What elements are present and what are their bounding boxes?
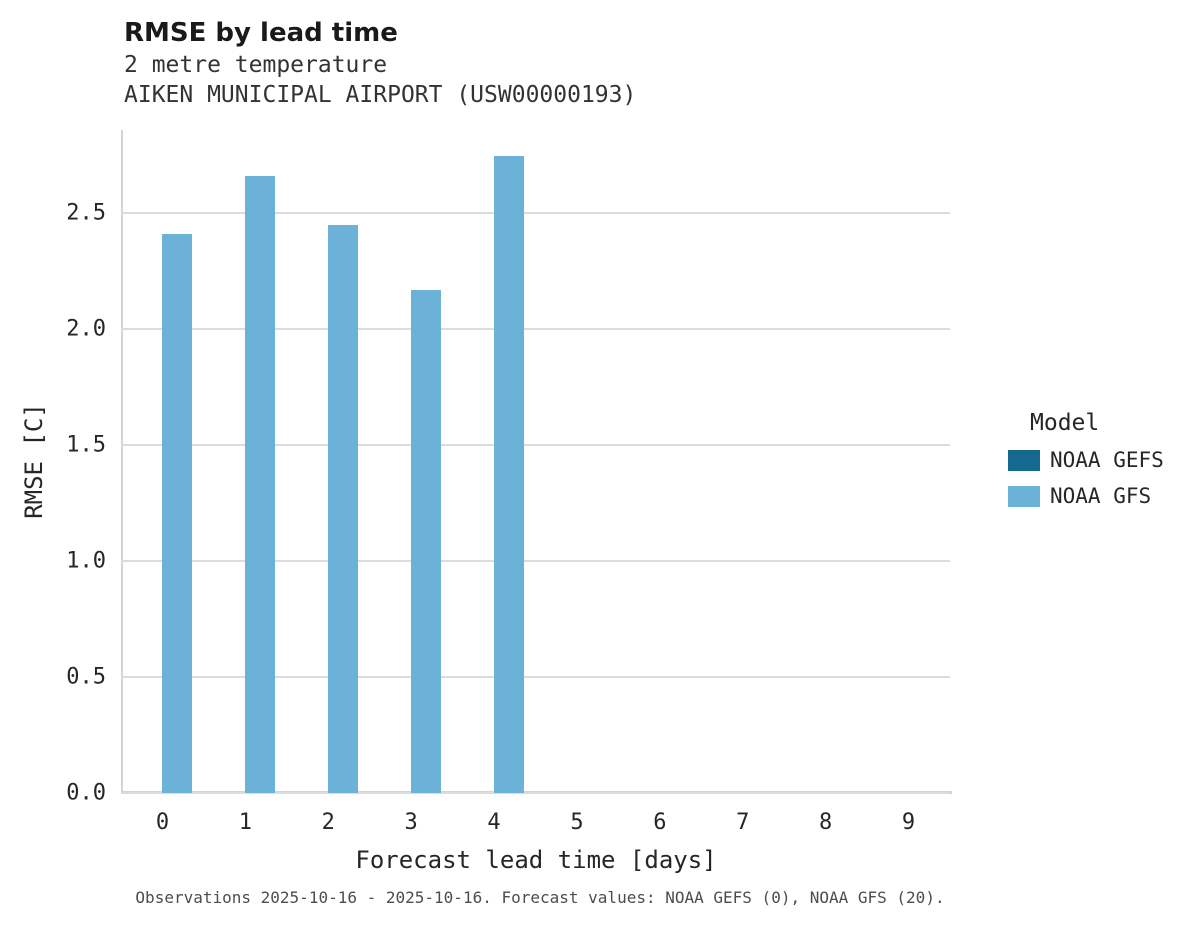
y-tick-label: 1.5 bbox=[66, 432, 106, 458]
legend-entry-noaa-gfs: NOAA GFS bbox=[1008, 484, 1183, 508]
x-tick-label: 8 bbox=[819, 810, 833, 835]
x-tick-label: 2 bbox=[321, 810, 335, 835]
chart-caption: Observations 2025-10-16 - 2025-10-16. Fo… bbox=[135, 888, 945, 907]
x-tick-label: 3 bbox=[404, 810, 418, 835]
y-tick-label: 0.0 bbox=[66, 780, 106, 806]
y-axis-spine bbox=[121, 130, 123, 793]
gridline bbox=[121, 328, 950, 331]
y-tick-label: 1.0 bbox=[66, 548, 106, 574]
bar-noaa-gfs-day-3 bbox=[411, 289, 442, 793]
x-tick-label: 4 bbox=[487, 810, 501, 835]
y-axis-label: RMSE [C] bbox=[20, 403, 48, 519]
chart-title: RMSE by lead time bbox=[124, 18, 398, 48]
chart-subtitle-variable: 2 metre temperature bbox=[124, 52, 388, 78]
y-tick-label: 0.5 bbox=[66, 664, 106, 690]
chart-subtitle-station: AIKEN MUNICIPAL AIRPORT (USW00000193) bbox=[124, 82, 637, 108]
plot-area bbox=[121, 130, 950, 794]
legend-label: NOAA GEFS bbox=[1050, 448, 1164, 472]
gridline bbox=[121, 444, 950, 447]
x-tick-label: 0 bbox=[155, 810, 170, 835]
bar-noaa-gfs-day-2 bbox=[328, 225, 359, 793]
gridline bbox=[121, 212, 950, 215]
x-tick-label: 5 bbox=[570, 810, 584, 835]
bar-noaa-gfs-day-4 bbox=[494, 155, 525, 793]
gridline bbox=[121, 676, 950, 679]
x-tick-label: 7 bbox=[736, 810, 750, 835]
x-tick-label: 6 bbox=[653, 810, 667, 835]
bar-noaa-gfs-day-0 bbox=[162, 234, 193, 793]
bar-noaa-gfs-day-1 bbox=[245, 176, 276, 793]
legend-swatch-icon bbox=[1008, 449, 1040, 471]
legend: Model NOAA GEFS NOAA GFS bbox=[1008, 410, 1183, 520]
legend-swatch-icon bbox=[1008, 485, 1040, 507]
legend-entry-noaa-gefs: NOAA GEFS bbox=[1008, 448, 1183, 472]
x-tick-label: 9 bbox=[901, 810, 916, 835]
gridline bbox=[121, 560, 950, 563]
legend-title: Model bbox=[1030, 410, 1100, 436]
gridline bbox=[121, 792, 950, 794]
y-tick-label: 2.5 bbox=[66, 200, 106, 226]
y-tick-label: 2.0 bbox=[66, 316, 106, 342]
x-axis-label: Forecast lead time [days] bbox=[355, 846, 717, 874]
legend-label: NOAA GFS bbox=[1050, 484, 1152, 508]
legend-entries: NOAA GEFS NOAA GFS bbox=[1008, 448, 1183, 508]
x-tick-label: 1 bbox=[238, 810, 252, 835]
